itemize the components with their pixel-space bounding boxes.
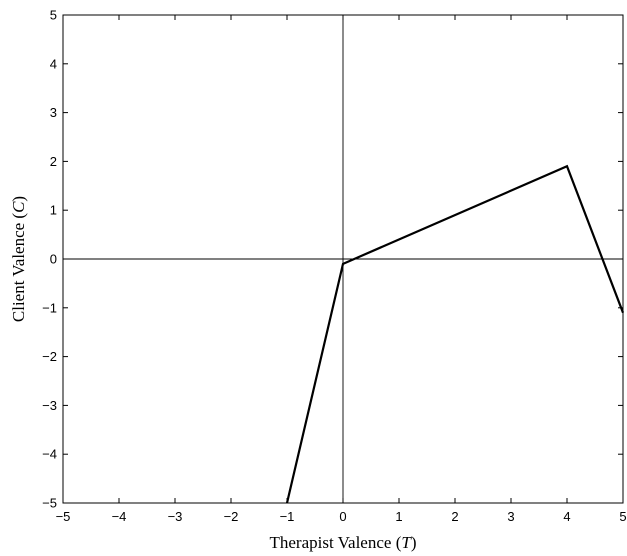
y-tick-label: 3 bbox=[50, 105, 57, 120]
y-axis-title: Client Valence (C) bbox=[9, 196, 28, 322]
x-tick-label: −1 bbox=[280, 509, 295, 524]
x-tick-label: 3 bbox=[507, 509, 514, 524]
y-tick-label: 4 bbox=[50, 56, 57, 71]
y-axis-title-text: Client Valence ( bbox=[9, 213, 28, 323]
x-axis-title-text: Therapist Valence ( bbox=[270, 533, 402, 552]
y-tick-label: −4 bbox=[42, 447, 57, 462]
y-tick-label: 0 bbox=[50, 252, 57, 267]
x-axis-title: Therapist Valence (T) bbox=[270, 533, 417, 552]
series-layer bbox=[285, 164, 625, 504]
plot-frame bbox=[62, 14, 624, 504]
y-tick-label: −2 bbox=[42, 349, 57, 364]
x-axis-title-close: ) bbox=[411, 533, 417, 552]
y-tick-label: 1 bbox=[50, 203, 57, 218]
y-axis-title-var: C bbox=[9, 201, 28, 213]
x-axis-title-var: T bbox=[401, 533, 412, 552]
x-tick-label: −5 bbox=[56, 509, 71, 524]
x-tick-label: −2 bbox=[224, 509, 239, 524]
y-tick-label: −3 bbox=[42, 398, 57, 413]
tick-labels: −5 −4 −3 −2 −1 0 1 2 3 4 5 −5 −4 −3 −2 −1 0 1 2 3 4 5 bbox=[42, 8, 626, 525]
y-tick-label: 5 bbox=[50, 8, 57, 23]
x-tick-label: 2 bbox=[451, 509, 458, 524]
x-tick-label: 0 bbox=[339, 509, 346, 524]
x-tick-label: −4 bbox=[112, 509, 127, 524]
y-tick-label: −5 bbox=[42, 496, 57, 511]
series-line bbox=[285, 164, 625, 504]
x-tick-label: 5 bbox=[619, 509, 626, 524]
x-tick-label: −3 bbox=[168, 509, 183, 524]
zero-lines bbox=[63, 15, 623, 503]
x-tick-label: 4 bbox=[563, 509, 570, 524]
y-tick-label: 2 bbox=[50, 154, 57, 169]
y-tick-label: −1 bbox=[42, 300, 57, 315]
x-tick-label: 1 bbox=[395, 509, 402, 524]
y-axis-title-close: ) bbox=[9, 196, 28, 202]
